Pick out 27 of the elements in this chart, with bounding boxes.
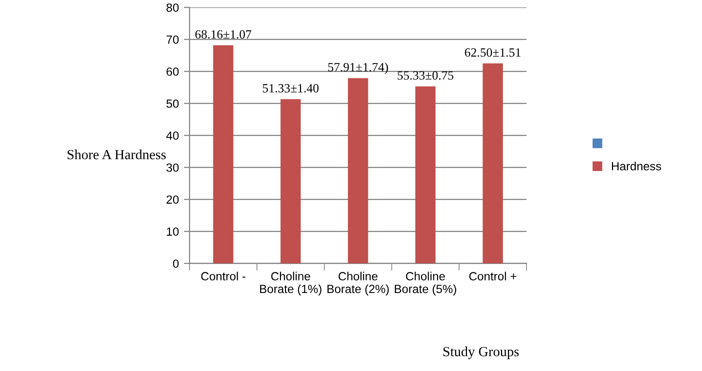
data-label: 68.16±1.07 bbox=[195, 30, 252, 39]
x-tick-label: Choline Borate (5%) bbox=[394, 272, 456, 296]
y-tick-label: 20 bbox=[166, 195, 179, 204]
data-label: 57.91±1.74) bbox=[328, 62, 388, 74]
x-tick-label: Choline Borate (1%) bbox=[260, 272, 322, 296]
y-tick-label: 70 bbox=[166, 35, 179, 44]
y-tick-label: 0 bbox=[173, 259, 179, 268]
bar bbox=[280, 99, 301, 264]
y-tick-label: 60 bbox=[166, 67, 179, 76]
x-tick-label: Control - bbox=[201, 272, 246, 280]
bar bbox=[213, 45, 234, 264]
x-axis-title: Study Groups bbox=[443, 346, 519, 360]
data-label: 51.33±1.40 bbox=[262, 84, 319, 93]
bar bbox=[348, 78, 368, 264]
data-label: 62.50±1.51 bbox=[464, 48, 520, 57]
x-tick-label: Control + bbox=[469, 272, 516, 280]
y-tick-label: 10 bbox=[166, 227, 179, 236]
y-tick-label: 30 bbox=[166, 163, 179, 172]
y-tick-label: 50 bbox=[166, 99, 179, 108]
legend-label: Hardness bbox=[612, 162, 662, 170]
bar bbox=[482, 63, 503, 264]
bar bbox=[415, 86, 436, 264]
y-axis-title: Shore A Hardness bbox=[68, 150, 166, 160]
y-tick-label: 40 bbox=[166, 131, 179, 140]
x-tick-label: Choline Borate (2%) bbox=[327, 272, 389, 296]
y-tick-label: 80 bbox=[166, 3, 179, 12]
data-label: 55.33±0.75 bbox=[398, 71, 454, 80]
